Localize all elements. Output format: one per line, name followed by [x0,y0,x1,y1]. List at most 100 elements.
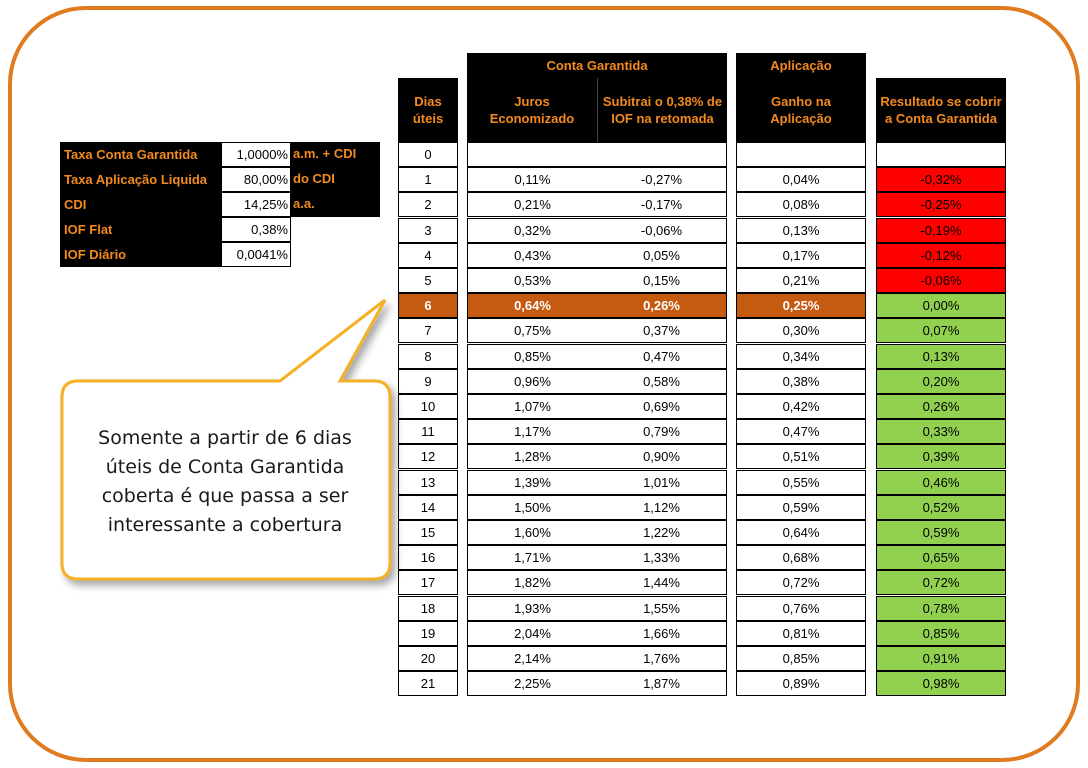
column-header-dias: Dias úteis [398,78,458,142]
cell-resultado [876,142,1006,167]
cell-resultado: 0,52% [876,494,1006,520]
cell-juros: 1,71% [467,545,598,571]
cell-dias: 12 [398,444,458,470]
cell-resultado: 0,20% [876,368,1006,394]
cell-juros: 1,93% [467,595,598,621]
param-label: Taxa Aplicação Liquida [60,167,221,192]
cell-juros: 0,96% [467,368,598,394]
param-row: Taxa Conta Garantida 1,0000% a.m. + CDI [60,142,380,167]
cell-juros: 0,64% [467,293,598,319]
param-unit: a.m. + CDI [291,142,380,167]
column-header-resultado: Resultado se cobrir a Conta Garantida [876,78,1006,142]
param-value: 80,00% [221,167,291,192]
cell-ganho: 0,51% [736,444,866,470]
callout-text: Somente a partir de 6 dias úteis de Cont… [98,427,352,536]
cell-iof: 0,05% [597,242,727,268]
cell-iof: 0,79% [597,419,727,445]
cell-iof: 0,26% [597,293,727,319]
cell-ganho: 0,25% [736,293,866,319]
cell-juros: 0,53% [467,268,598,293]
cell-dias: 15 [398,520,458,545]
param-label: Taxa Conta Garantida [60,142,221,167]
cell-iof: 0,58% [597,368,727,394]
cell-dias: 20 [398,646,458,671]
cell-dias: 9 [398,368,458,394]
param-row: CDI 14,25% a.a. [60,192,380,217]
cell-juros [467,142,598,167]
cell-dias: 21 [398,671,458,697]
cell-juros: 1,50% [467,494,598,520]
cell-resultado: 0,00% [876,293,1006,319]
cell-iof: -0,27% [597,167,727,193]
cell-iof: 1,44% [597,570,727,596]
cell-resultado: 0,33% [876,419,1006,445]
cell-dias: 7 [398,318,458,344]
cell-dias: 14 [398,494,458,520]
group-header-aplicacao: Aplicação [736,53,866,78]
cell-resultado: 0,98% [876,671,1006,697]
cell-resultado: -0,25% [876,192,1006,218]
param-row: Taxa Aplicação Liquida 80,00% do CDI [60,167,380,192]
cell-ganho: 0,42% [736,394,866,419]
cell-resultado: 0,59% [876,520,1006,545]
cell-resultado: 0,26% [876,394,1006,419]
param-row: IOF Flat 0,38% [60,217,380,242]
cell-ganho: 0,85% [736,646,866,671]
cell-juros: 0,11% [467,167,598,193]
param-value: 1,0000% [221,142,291,167]
cell-ganho: 0,17% [736,242,866,268]
cell-resultado: -0,19% [876,217,1006,243]
param-value: 0,38% [221,217,291,242]
cell-iof: 1,76% [597,646,727,671]
group-header-conta-garantida: Conta Garantida [467,53,727,78]
cell-iof [597,142,727,167]
cell-juros: 0,43% [467,242,598,268]
cell-iof: 1,87% [597,671,727,697]
cell-iof: -0,17% [597,192,727,218]
cell-ganho: 0,34% [736,343,866,369]
cell-ganho: 0,47% [736,419,866,445]
cell-dias: 16 [398,545,458,571]
cell-dias: 3 [398,217,458,243]
param-label: IOF Flat [60,217,221,242]
cell-juros: 0,75% [467,318,598,344]
cell-dias: 11 [398,419,458,445]
column-header-juros: Juros Economizado [467,78,597,142]
cell-resultado: 0,72% [876,570,1006,596]
param-label: CDI [60,192,221,217]
cell-dias: 19 [398,620,458,646]
cell-juros: 1,60% [467,520,598,545]
cell-resultado: 0,65% [876,545,1006,571]
cell-resultado: 0,91% [876,646,1006,671]
cell-dias: 6 [398,293,458,319]
cell-dias: 1 [398,167,458,193]
cell-juros: 1,28% [467,444,598,470]
cell-ganho: 0,55% [736,469,866,495]
param-unit: do CDI [291,167,380,192]
cell-resultado: -0,32% [876,167,1006,193]
cell-resultado: 0,39% [876,444,1006,470]
cell-juros: 1,39% [467,469,598,495]
cell-iof: 1,66% [597,620,727,646]
cell-ganho: 0,59% [736,494,866,520]
cell-dias: 17 [398,570,458,596]
param-label: IOF Diário [60,242,221,267]
cell-juros: 2,25% [467,671,598,697]
cell-juros: 1,17% [467,419,598,445]
cell-resultado: 0,85% [876,620,1006,646]
param-unit: a.a. [291,192,380,217]
cell-juros: 2,04% [467,620,598,646]
cell-ganho: 0,72% [736,570,866,596]
cell-iof: 1,12% [597,494,727,520]
cell-juros: 1,07% [467,394,598,419]
cell-ganho: 0,89% [736,671,866,697]
cell-dias: 10 [398,394,458,419]
cell-iof: 1,01% [597,469,727,495]
cell-iof: 0,15% [597,268,727,293]
cell-juros: 0,85% [467,343,598,369]
param-value: 0,0041% [221,242,291,267]
cell-iof: 0,47% [597,343,727,369]
cell-resultado: 0,78% [876,595,1006,621]
cell-juros: 0,32% [467,217,598,243]
cell-ganho: 0,08% [736,192,866,218]
